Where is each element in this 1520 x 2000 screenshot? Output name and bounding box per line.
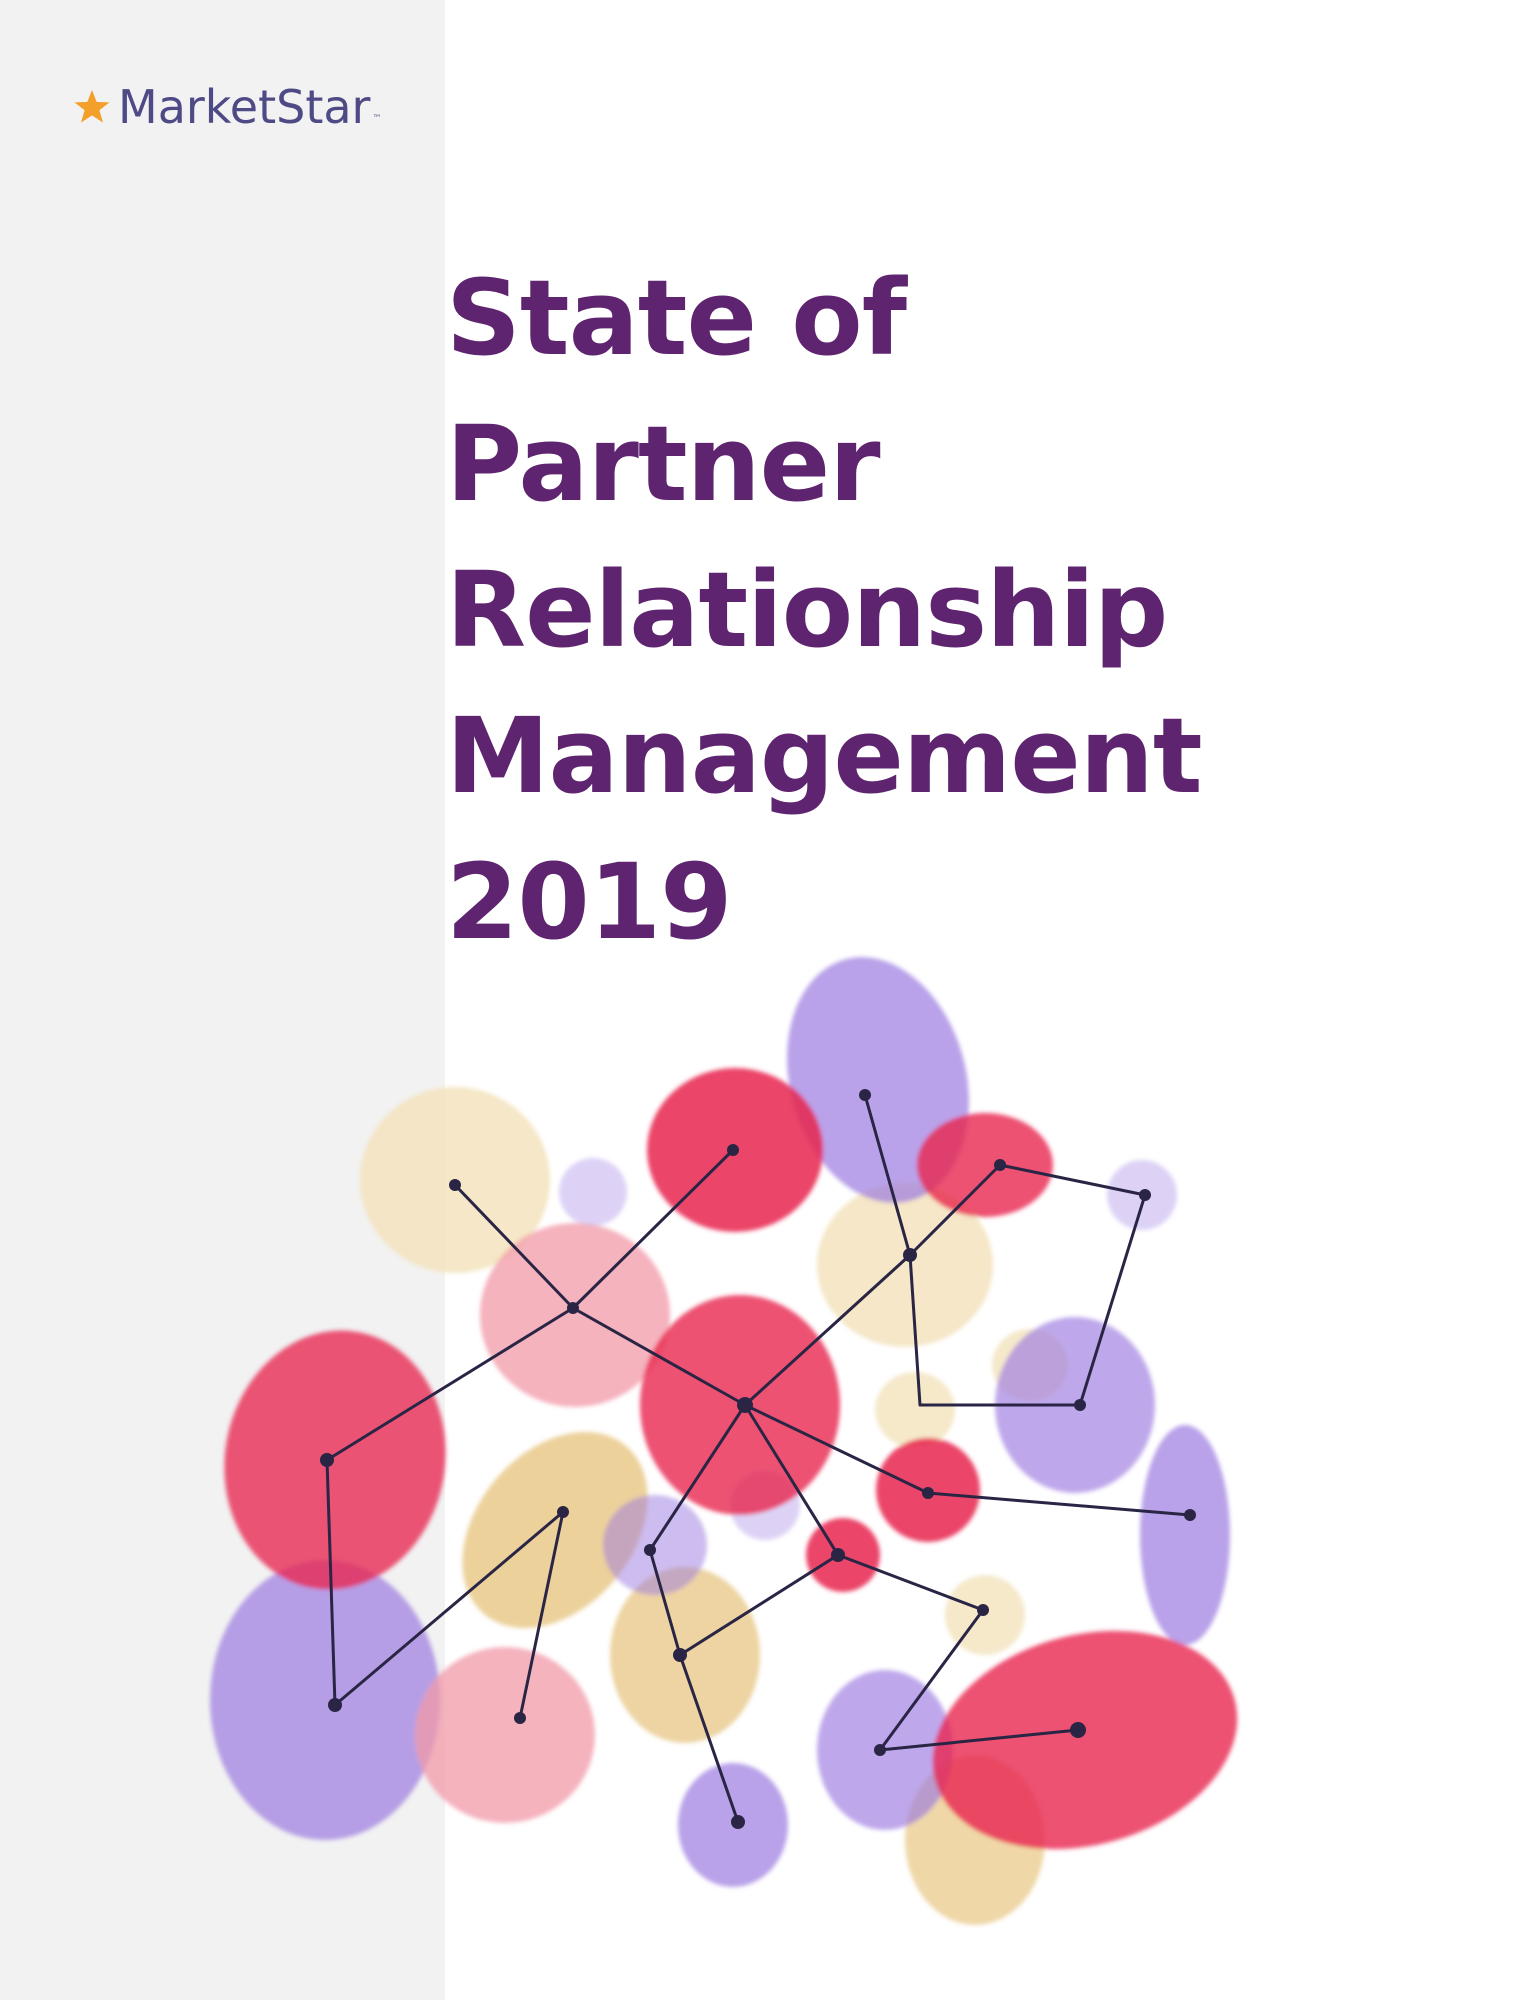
brand-logo: MarketStar ™ <box>72 84 381 130</box>
title-line-3: Relationship <box>446 549 1168 671</box>
report-title: State of Partner Relationship Management… <box>446 245 1203 975</box>
title-line-4: Management <box>446 695 1203 817</box>
title-line-1: State of <box>446 257 907 379</box>
title-line-2: Partner <box>446 403 880 525</box>
star-icon <box>74 90 110 123</box>
brand-name: MarketStar <box>118 80 371 134</box>
title-line-5: 2019 <box>446 841 732 963</box>
left-sidebar-band <box>0 0 445 2000</box>
brand-trademark: ™ <box>372 114 382 124</box>
